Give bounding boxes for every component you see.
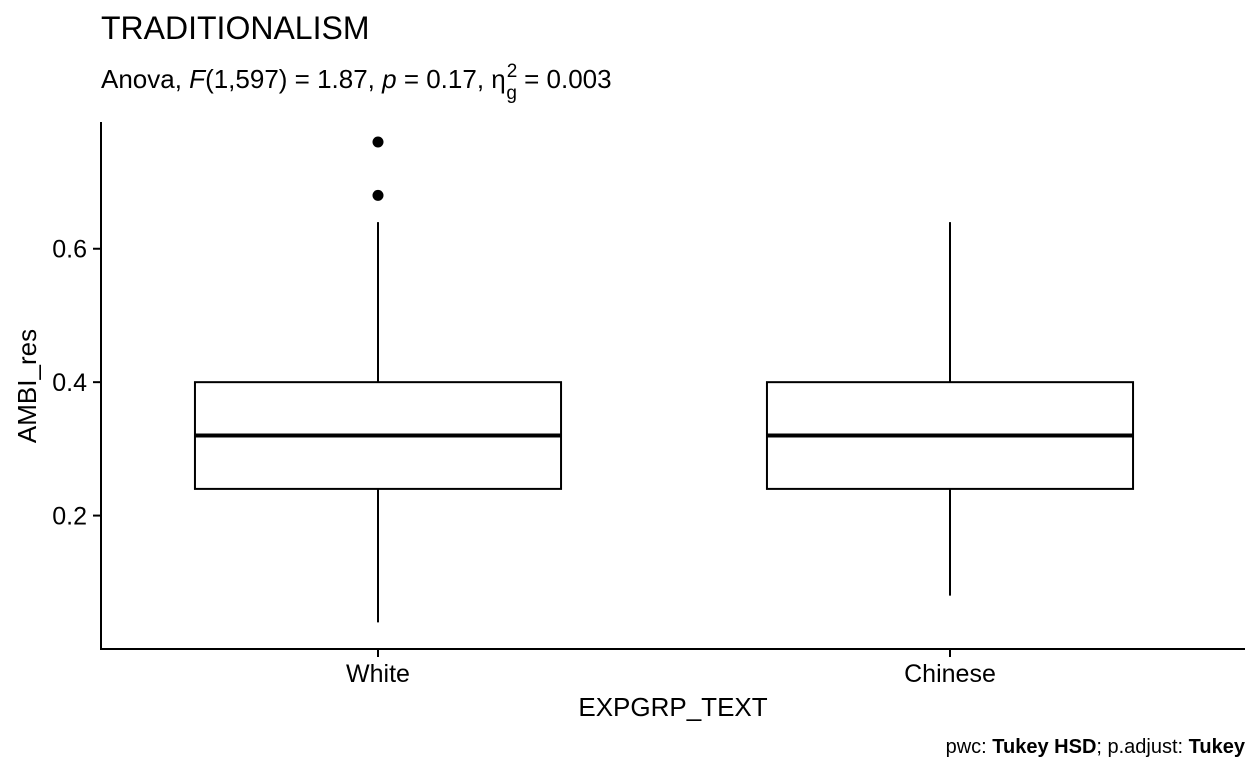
- chart-caption: pwc: Tukey HSD; p.adjust: Tukey: [946, 736, 1246, 758]
- y-axis-title: AMBI_res: [12, 329, 42, 443]
- box-chinese: [765, 222, 1135, 596]
- plot-area: [193, 136, 1135, 623]
- caption-sep: ; p.adjust:: [1096, 736, 1188, 758]
- subtitle-effect-sub: g: [506, 83, 517, 104]
- chart-title: TRADITIONALISM: [101, 10, 369, 46]
- subtitle-p-symbol: p: [381, 64, 396, 94]
- chart-subtitle: Anova, F(1,597) = 1.87, p = 0.17, η2 g = …: [101, 61, 612, 104]
- subtitle-p-text: = 0.17,: [397, 64, 492, 94]
- caption-pwc-value: Tukey HSD: [992, 736, 1096, 758]
- caption-adjust-value: Tukey: [1189, 736, 1246, 758]
- subtitle-effect-symbol: η: [491, 64, 505, 94]
- x-tick-label: White: [346, 660, 410, 688]
- y-axis-ticks: 0.2 0.4 0.6: [52, 236, 101, 531]
- y-tick-label: 0.6: [52, 236, 87, 264]
- x-axis-title: EXPGRP_TEXT: [578, 692, 767, 722]
- x-axis-ticks: White Chinese: [346, 649, 996, 688]
- subtitle-stat-args: (1,597) = 1.87,: [205, 64, 382, 94]
- subtitle-effect-text: = 0.003: [517, 64, 612, 94]
- x-tick-label: Chinese: [904, 660, 996, 688]
- caption-pwc-label: pwc:: [946, 736, 993, 758]
- subtitle-stat-symbol: F: [189, 64, 207, 94]
- box-white: [193, 136, 563, 623]
- outlier-point: [372, 136, 384, 148]
- subtitle-prefix: Anova,: [101, 64, 189, 94]
- outlier-point: [372, 189, 384, 201]
- y-tick-label: 0.2: [52, 503, 87, 531]
- y-tick-label: 0.4: [52, 369, 87, 397]
- subtitle-effect-sup: 2: [507, 61, 518, 82]
